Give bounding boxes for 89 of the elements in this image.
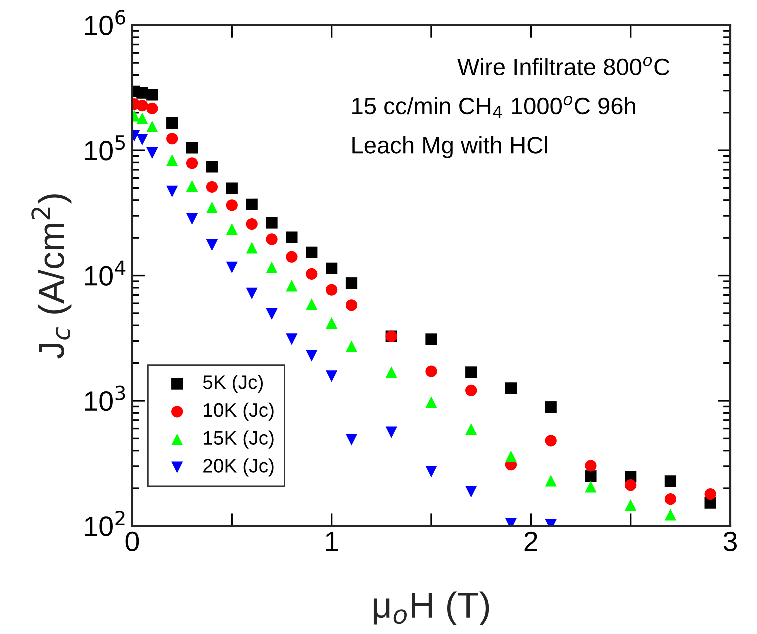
point — [186, 158, 198, 170]
y-tick-label: 10$^{4}$ — [85, 260, 126, 286]
point — [585, 470, 597, 482]
point — [326, 317, 338, 330]
point — [704, 488, 716, 500]
point — [226, 182, 238, 194]
point — [306, 350, 318, 362]
point — [136, 134, 148, 146]
point — [246, 218, 258, 230]
point — [346, 434, 358, 446]
annotation: Leach Mg with HCl — [352, 136, 548, 158]
point — [226, 224, 238, 236]
point — [306, 268, 318, 280]
point — [136, 100, 148, 112]
x-tick-label: 2 — [524, 532, 538, 552]
point — [206, 181, 218, 193]
point — [664, 476, 677, 488]
x-axis-title: μ$_{o}$H (T) — [374, 592, 490, 626]
point — [426, 396, 438, 408]
point — [466, 384, 478, 396]
point — [136, 112, 148, 124]
point — [166, 118, 178, 130]
point — [426, 366, 438, 378]
point — [186, 213, 198, 226]
legend-label: 5K (Jc) — [203, 375, 263, 394]
y-tick-label: 10$^{2}$ — [85, 511, 125, 536]
point — [346, 340, 358, 352]
point — [466, 424, 478, 436]
point — [206, 240, 218, 252]
point — [346, 278, 358, 290]
point — [585, 460, 597, 472]
point — [166, 154, 178, 166]
y-axis-title: J$_{c}$ (A/cm$^{2}$) — [32, 194, 72, 359]
point — [186, 180, 198, 192]
point — [505, 450, 518, 462]
point — [326, 370, 338, 382]
point — [426, 466, 438, 478]
point — [625, 480, 637, 492]
point — [266, 262, 278, 274]
point — [206, 161, 218, 173]
point — [266, 308, 278, 320]
annotation: Wire Infiltrate 800$^{o}$C — [458, 57, 670, 76]
point — [146, 120, 158, 133]
point — [306, 298, 318, 310]
point — [166, 186, 178, 198]
point — [146, 148, 158, 160]
point — [286, 251, 298, 263]
point — [545, 402, 557, 414]
point — [146, 89, 158, 101]
y-tick-label: 10$^{6}$ — [85, 10, 126, 36]
point — [664, 509, 677, 521]
point — [186, 142, 198, 154]
point — [286, 232, 298, 244]
point — [266, 217, 278, 229]
point — [306, 246, 318, 258]
point — [664, 494, 677, 506]
point — [326, 284, 338, 296]
point — [545, 475, 557, 487]
point — [466, 486, 478, 498]
point — [386, 366, 398, 378]
point — [246, 242, 258, 254]
annotation: 15 cc/min CH$_{4}$ 1000$^{o}$C 96h — [352, 96, 636, 118]
point — [246, 198, 258, 210]
point — [545, 435, 557, 447]
point — [286, 334, 298, 346]
point — [266, 234, 278, 246]
point — [466, 366, 478, 378]
point — [286, 280, 298, 292]
point — [226, 200, 238, 212]
y-tick-label: 10$^{5}$ — [85, 136, 126, 161]
legend-label: 10K (Jc) — [204, 402, 274, 422]
point — [346, 300, 358, 312]
point — [206, 202, 218, 214]
legend-label: 15K (Jc) — [204, 430, 274, 449]
point — [426, 334, 438, 346]
point — [166, 133, 178, 145]
point — [226, 262, 238, 274]
legend-label: 20K (Jc) — [204, 458, 274, 477]
x-tick-label: 1 — [326, 532, 338, 552]
x-tick-label: 0 — [126, 532, 140, 552]
point — [585, 481, 597, 493]
point — [146, 102, 158, 115]
point — [246, 288, 258, 300]
x-tick-label: 3 — [724, 532, 738, 552]
point — [326, 262, 338, 274]
point — [505, 382, 518, 394]
point — [625, 499, 637, 512]
point — [386, 426, 398, 438]
y-tick-label: 10$^{3}$ — [85, 386, 126, 412]
